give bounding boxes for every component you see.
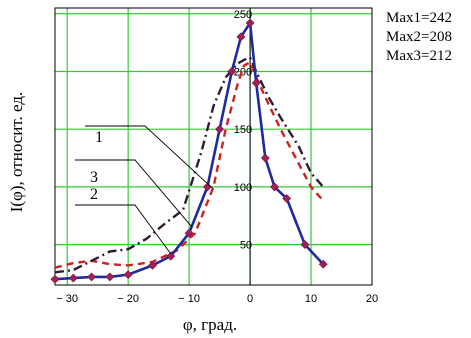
x-tick-label: − 30 — [56, 293, 78, 305]
x-tick-label: 10 — [305, 293, 317, 305]
series-1-point — [260, 153, 270, 163]
x-tick-label: 0 — [247, 293, 253, 305]
y-tick-label: 100 — [234, 182, 252, 194]
leader-line-3 — [75, 159, 193, 228]
x-tick-labels: − 30 − 20 − 10 0 10 20 — [56, 293, 378, 305]
series-1-point — [318, 259, 328, 269]
leader-lines — [75, 125, 214, 255]
curve-label-3: 3 — [90, 169, 98, 186]
series-1-point — [270, 182, 279, 192]
series-1-point — [245, 18, 255, 28]
series-1-point — [251, 78, 261, 88]
series-1-point — [236, 32, 246, 42]
series-1-point — [105, 272, 115, 282]
y-tick-label: 200 — [234, 66, 252, 78]
series-1-point — [166, 251, 176, 261]
leader-line-1 — [85, 125, 214, 190]
y-tick-label: 250 — [234, 9, 252, 21]
y-axis-title: I(φ), относит. ед. — [7, 92, 26, 213]
max1-annotation: Max1=242 — [386, 10, 452, 26]
x-axis-title: φ, град. — [183, 315, 237, 334]
series-layer — [50, 18, 328, 284]
series-1-point — [50, 274, 60, 284]
leader-line-2 — [75, 204, 172, 255]
series-1-point — [68, 273, 78, 283]
x-tick-label: − 10 — [178, 293, 200, 305]
series-1-point — [282, 194, 292, 203]
max2-annotation: Max2=208 — [386, 29, 452, 45]
x-tick-label: − 20 — [117, 293, 139, 305]
series-1-point — [148, 260, 157, 270]
y-tick-label: 50 — [240, 240, 252, 252]
curve-label-1: 1 — [95, 129, 103, 146]
series-1-point — [300, 240, 310, 250]
series-1-point — [215, 124, 225, 134]
grid — [55, 8, 372, 285]
series-line-3 — [54, 56, 325, 274]
y-tick-labels: 50 100 150 200 250 — [234, 9, 252, 252]
series-1-point — [184, 228, 194, 238]
max3-annotation: Max3=212 — [386, 48, 452, 64]
plot-frame — [54, 7, 373, 286]
curve-label-2: 2 — [90, 186, 98, 203]
x-tick-label: 20 — [366, 293, 378, 305]
series-1-point — [227, 67, 237, 76]
y-tick-label: 150 — [234, 124, 252, 136]
series-1-point — [123, 270, 133, 280]
series-1-point — [87, 272, 97, 282]
